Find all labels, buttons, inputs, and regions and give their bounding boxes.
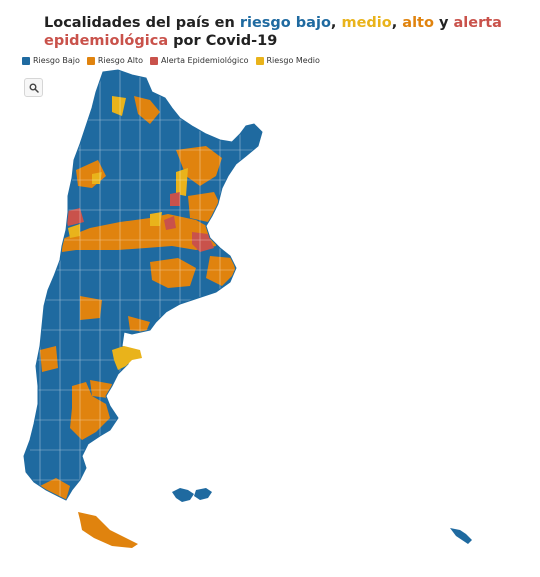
region-riesgo-alto[interactable] — [134, 96, 160, 124]
legend-item-riesgo-medio[interactable]: Riesgo Medio — [255, 56, 320, 65]
legend-swatch-riesgo-bajo — [22, 56, 30, 65]
legend-item-riesgo-alto[interactable]: Riesgo Alto — [86, 56, 144, 65]
title-suffix: por Covid-19 — [168, 33, 278, 49]
map-title: Localidades del país en riesgo bajo, med… — [44, 14, 534, 50]
legend-swatch-riesgo-medio — [255, 56, 264, 65]
title-alto: alto — [402, 15, 434, 31]
region-alerta[interactable] — [64, 208, 84, 226]
title-sep-3: y — [433, 15, 454, 31]
region-riesgo-medio[interactable] — [112, 346, 142, 370]
region-alerta[interactable] — [170, 192, 180, 206]
region-riesgo-medio[interactable] — [176, 168, 188, 196]
region-riesgo-alto[interactable] — [128, 316, 150, 332]
region-riesgo-medio[interactable] — [150, 212, 162, 226]
legend-label: Alerta Epidemiológico — [161, 56, 249, 65]
region-riesgo-alto[interactable] — [150, 258, 196, 288]
region-riesgo-alto[interactable] — [80, 296, 102, 320]
search-button[interactable] — [24, 78, 43, 97]
legend-swatch-riesgo-alto — [86, 56, 95, 65]
legend-label: Riesgo Bajo — [33, 56, 80, 65]
region-riesgo-medio[interactable] — [92, 172, 102, 184]
region-riesgo-alto[interactable] — [60, 214, 216, 252]
title-prefix: Localidades del país en — [44, 15, 240, 31]
legend-item-alerta[interactable]: Alerta Epidemiológico — [150, 56, 249, 65]
region-alerta[interactable] — [192, 232, 214, 252]
region-riesgo-medio[interactable] — [112, 96, 126, 116]
search-icon — [29, 83, 39, 93]
title-sep-2: , — [391, 15, 403, 31]
region-riesgo-bajo[interactable] — [172, 488, 194, 502]
title-alerta: alerta epidemiológica — [44, 15, 502, 49]
title-sep-1: , — [330, 15, 342, 31]
legend-item-riesgo-bajo[interactable]: Riesgo Bajo — [22, 56, 80, 65]
region-riesgo-alto[interactable] — [90, 380, 112, 398]
region-riesgo-bajo[interactable] — [450, 528, 472, 544]
map-legend: Riesgo Bajo Riesgo Alto Alerta Epidemiol… — [22, 56, 327, 65]
region-riesgo-alto[interactable] — [40, 346, 58, 372]
region-riesgo-bajo[interactable] — [194, 488, 212, 500]
title-riesgo-bajo: riesgo bajo — [239, 15, 331, 31]
region-riesgo-medio[interactable] — [68, 224, 80, 238]
region-riesgo-alto[interactable] — [176, 146, 222, 186]
title-medio: medio — [341, 15, 392, 31]
legend-swatch-alerta — [150, 56, 159, 65]
region-alerta[interactable] — [164, 216, 176, 230]
region-riesgo-alto[interactable] — [206, 256, 236, 286]
region-riesgo-alto[interactable] — [78, 512, 138, 548]
legend-label: Riesgo Alto — [97, 56, 144, 65]
legend-label: Riesgo Medio — [266, 56, 320, 65]
